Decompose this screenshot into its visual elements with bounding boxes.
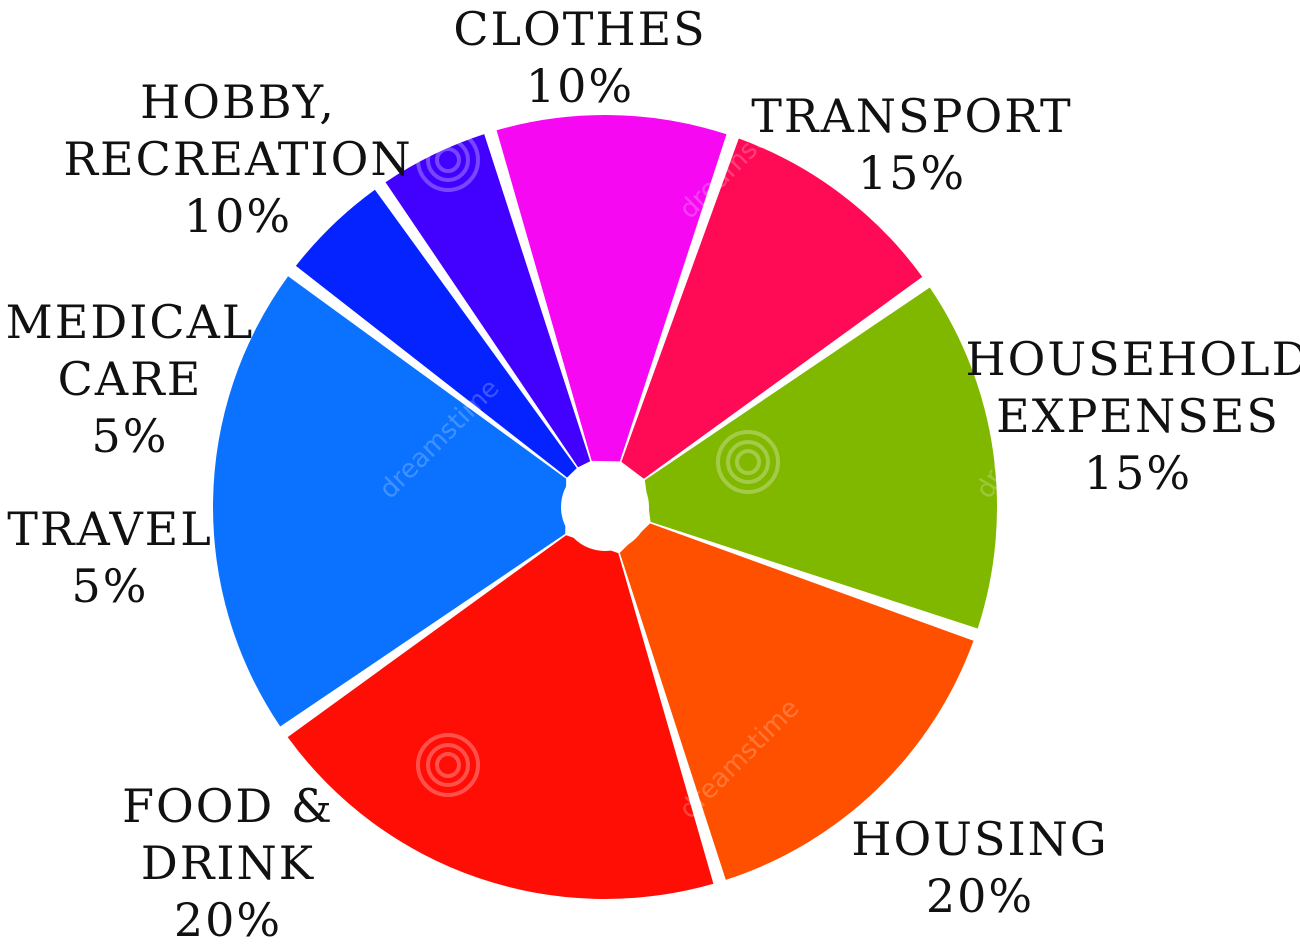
slice-label-percent: 5% xyxy=(92,409,169,463)
watermark-spiral-icon xyxy=(416,128,480,192)
slice-label-text: MEDICAL xyxy=(6,295,255,349)
pie-slice-food-drink xyxy=(213,276,567,727)
pie-slice-transport xyxy=(644,287,998,629)
watermark-spiral-icon xyxy=(1018,733,1082,797)
slice-label-text: CLOTHES xyxy=(453,2,706,56)
slice-label-text: HOUSEHOLD xyxy=(966,332,1300,386)
pie-slice-hobby-recreation xyxy=(496,115,727,462)
slice-label-percent: 15% xyxy=(1084,446,1192,500)
pie-slice-medical-care xyxy=(385,134,591,468)
slice-label-percent: 20% xyxy=(926,869,1034,923)
watermark-spiral-icon xyxy=(416,733,480,797)
slice-label-percent: 10% xyxy=(526,59,634,113)
slice-label-text: HOBBY, xyxy=(140,75,336,129)
slice-label-text: RECREATION xyxy=(63,132,412,186)
slice-label-text: EXPENSES xyxy=(996,389,1280,443)
slice-labels: CLOTHES10%TRANSPORT15%HOUSEHOLDEXPENSES1… xyxy=(6,2,1300,947)
slice-label-text: TRAVEL xyxy=(7,502,213,556)
slice-label-text: CARE xyxy=(58,352,203,406)
slice-label-percent: 10% xyxy=(184,189,292,243)
slice-label-text: HOUSING xyxy=(851,812,1108,866)
slice-label-text: DRINK xyxy=(141,836,315,890)
pie-slice-housing xyxy=(287,535,714,899)
slice-label-text: FOOD & xyxy=(122,779,334,833)
pie-slice-household-expenses xyxy=(619,523,974,880)
slice-label-percent: 5% xyxy=(72,559,149,613)
center-hole xyxy=(561,463,649,551)
slice-label-text: TRANSPORT xyxy=(751,89,1072,143)
slice-label-percent: 15% xyxy=(858,146,966,200)
watermark-spiral-icon xyxy=(118,428,182,492)
slice-label-percent: 20% xyxy=(174,893,282,947)
pie-slice-clothes xyxy=(621,138,923,479)
pie-slices xyxy=(213,115,998,899)
watermark-spiral-icon xyxy=(1018,128,1082,192)
watermark-spiral-icon xyxy=(716,430,780,494)
pie-slice-travel xyxy=(295,189,577,478)
